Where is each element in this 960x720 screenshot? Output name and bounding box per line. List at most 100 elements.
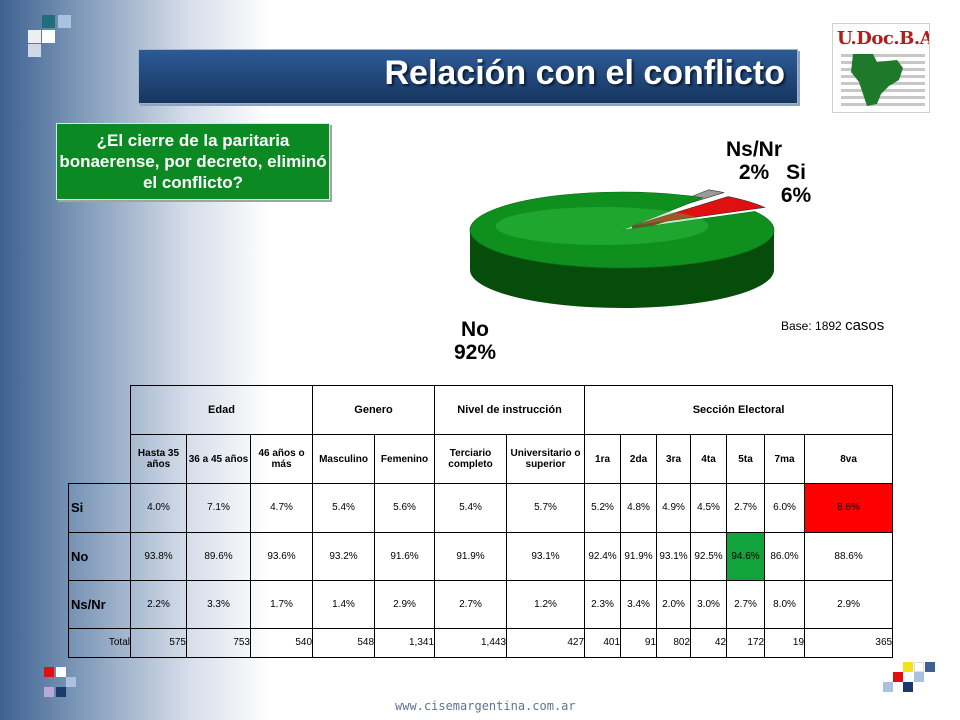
pie-label-nsnr-value: 2% bbox=[738, 161, 770, 184]
table-corner bbox=[69, 435, 131, 484]
table-cell: 365 bbox=[804, 627, 894, 659]
table-cell: 89.6% bbox=[186, 531, 251, 581]
table-cell: 4.7% bbox=[249, 483, 314, 533]
table-cell: 19 bbox=[764, 627, 806, 659]
decor-square bbox=[914, 662, 924, 672]
table-cell: 92.5% bbox=[690, 531, 728, 581]
table-cell: 4.5% bbox=[690, 483, 728, 533]
row-label: Si bbox=[68, 483, 131, 533]
pie-label-no-value: 92% bbox=[453, 341, 497, 364]
table-cell: 5.4% bbox=[312, 483, 376, 533]
table-cell: 540 bbox=[249, 627, 314, 659]
decor-square bbox=[42, 30, 55, 43]
logo-text: U.Doc.B.A. bbox=[837, 28, 930, 49]
pie-label-si-value: 6% bbox=[780, 184, 812, 207]
decor-square bbox=[903, 682, 913, 692]
base-suffix: casos bbox=[845, 317, 885, 334]
decor-square bbox=[56, 687, 66, 697]
table-cell: 91 bbox=[620, 627, 658, 659]
column-header: 46 años o más bbox=[249, 434, 314, 485]
table-cell: 401 bbox=[584, 627, 622, 659]
table-cell: 2.7% bbox=[726, 579, 766, 629]
title-bar: Relación con el conflicto bbox=[138, 49, 798, 104]
column-header: 5ta bbox=[726, 434, 766, 485]
table-cell: 7.1% bbox=[186, 483, 251, 533]
group-header-edad: Edad bbox=[129, 384, 314, 436]
decor-square bbox=[28, 44, 41, 57]
table-cell: 93.2% bbox=[312, 531, 376, 581]
table-row: Si 4.0% 7.1% 4.7% 5.4% 5.6% 5.4% 5.7% 5.2% 4.8% 4.… bbox=[68, 483, 894, 533]
table-cell: 88.6% bbox=[804, 531, 894, 581]
table-cell: 5.6% bbox=[374, 483, 436, 533]
table-cell: 2.9% bbox=[374, 579, 436, 629]
row-label: Total bbox=[68, 627, 131, 659]
table-row: No 93.8% 89.6% 93.6% 93.2% 91.6% 91.9% 93.1% 92.… bbox=[68, 531, 894, 581]
table-cell: 2.0% bbox=[656, 579, 692, 629]
pie-label-no-name: No bbox=[461, 318, 489, 341]
table-row: Total 575 753 540 548 1,341 1,443 427 401 91 802 42… bbox=[68, 627, 894, 659]
table-cell: 427 bbox=[506, 627, 586, 659]
column-header: Femenino bbox=[374, 434, 436, 485]
column-header: 3ra bbox=[656, 434, 692, 485]
decor-square bbox=[925, 662, 935, 672]
decor-square bbox=[44, 667, 54, 677]
decor-square bbox=[42, 15, 55, 28]
pie-highlight bbox=[495, 207, 709, 245]
table-cell: 575 bbox=[130, 627, 187, 659]
group-header-instruccion: Nivel de instrucción bbox=[434, 384, 586, 436]
table-cell: 8.0% bbox=[764, 579, 806, 629]
table-cell: 3.0% bbox=[690, 579, 728, 629]
table-cell: 86.0% bbox=[764, 531, 806, 581]
logo-graphic bbox=[841, 54, 925, 106]
table-cell: 2.9% bbox=[804, 579, 894, 629]
table-cell: 93.6% bbox=[249, 531, 314, 581]
column-header: Hasta 35 años bbox=[130, 434, 187, 485]
table-cell: 5.4% bbox=[434, 483, 508, 533]
table-cell: 172 bbox=[726, 627, 766, 659]
table-cell: 5.2% bbox=[584, 483, 622, 533]
table-cell: 8.6% bbox=[804, 483, 894, 533]
group-header-seccion: Sección Electoral bbox=[584, 384, 894, 436]
table-cell: 1.2% bbox=[506, 579, 586, 629]
column-header: 7ma bbox=[764, 434, 806, 485]
table-cell: 6.0% bbox=[764, 483, 806, 533]
logo: U.Doc.B.A. bbox=[832, 23, 930, 113]
table-cell: 1,341 bbox=[374, 627, 436, 659]
decor-square bbox=[893, 672, 903, 682]
group-header-genero: Genero bbox=[312, 384, 436, 436]
table-cell: 91.6% bbox=[374, 531, 436, 581]
pie-label-nsnr: Ns/Nr 2% bbox=[722, 138, 786, 184]
column-header: 36 a 45 años bbox=[186, 434, 251, 485]
table-cell: 91.9% bbox=[434, 531, 508, 581]
decor-square bbox=[66, 677, 76, 687]
table-cell: 1.7% bbox=[249, 579, 314, 629]
table-cell: 4.8% bbox=[620, 483, 658, 533]
pie-label-si-name: Si bbox=[786, 161, 806, 184]
table-cell: 93.8% bbox=[130, 531, 187, 581]
page-title: Relación con el conflicto bbox=[384, 54, 785, 92]
table-cell: 802 bbox=[656, 627, 692, 659]
footer-url: www.cisemargentina.com.ar bbox=[395, 699, 576, 713]
table-cell: 4.9% bbox=[656, 483, 692, 533]
row-label: No bbox=[68, 531, 131, 581]
column-header: 1ra bbox=[584, 434, 622, 485]
table-cell: 92.4% bbox=[584, 531, 622, 581]
pie-label-si: Si 6% bbox=[776, 161, 816, 207]
table-cell: 1,443 bbox=[434, 627, 508, 659]
table-cell: 3.3% bbox=[186, 579, 251, 629]
column-header: 4ta bbox=[690, 434, 728, 485]
question-box: ¿El cierre de la paritaria bonaerense, p… bbox=[56, 123, 330, 200]
crosstab-table: Edad Genero Nivel de instrucción Sección… bbox=[68, 384, 894, 659]
row-label: Ns/Nr bbox=[68, 579, 131, 629]
table-cell: 94.6% bbox=[726, 531, 766, 581]
decor-square bbox=[903, 662, 913, 672]
base-note: Base: 1892 casos bbox=[781, 317, 884, 334]
table-cell: 548 bbox=[312, 627, 376, 659]
table-cell: 1.4% bbox=[312, 579, 376, 629]
decor-square bbox=[914, 672, 924, 682]
table-cell: 93.1% bbox=[506, 531, 586, 581]
decor-square bbox=[883, 682, 893, 692]
table-cell: 93.1% bbox=[656, 531, 692, 581]
table-cell: 42 bbox=[690, 627, 728, 659]
